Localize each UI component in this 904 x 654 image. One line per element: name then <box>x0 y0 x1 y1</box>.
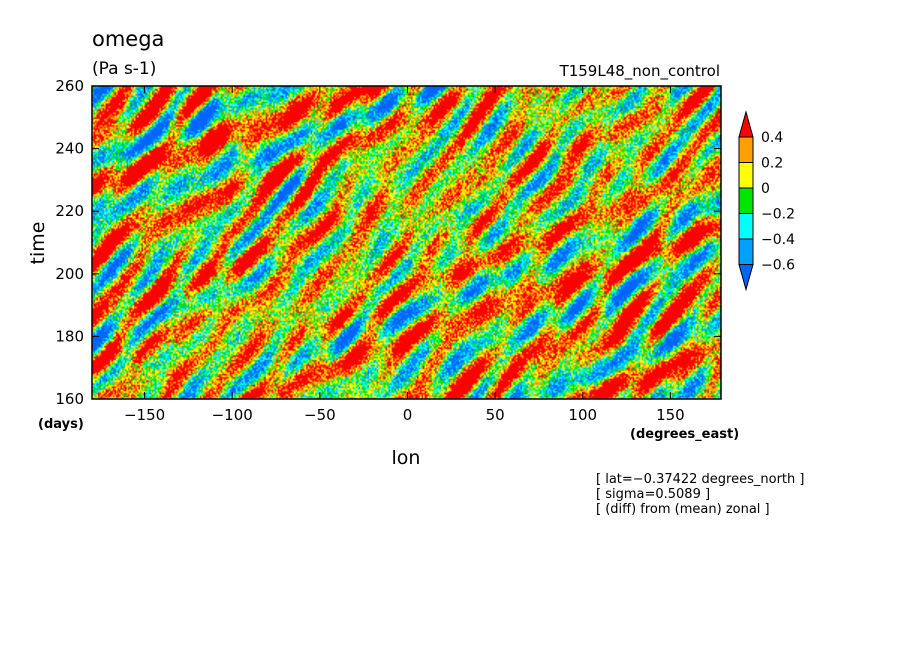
note-diff: [ (diff) from (mean) zonal ] <box>596 502 770 517</box>
colorbar: −0.6 −0.4 −0.2 0 0.2 0.4 <box>738 110 795 292</box>
colorbar-label: 0.4 <box>761 130 783 146</box>
y-axis: 160 180 200 220 240 260 <box>55 77 721 408</box>
colorbar-label: −0.6 <box>761 258 795 274</box>
y-tick-label: 200 <box>55 265 84 283</box>
y-axis-label: time <box>27 222 49 265</box>
plot-area <box>91 85 722 400</box>
chart-units: (Pa s-1) <box>92 59 156 79</box>
y-tick-label: 260 <box>55 77 84 95</box>
x-axis: −150 −100 −50 0 50 100 150 <box>124 86 685 424</box>
y-tick-label: 160 <box>55 390 84 408</box>
colorbar-max-extension <box>738 110 754 138</box>
x-tick-label: 0 <box>403 406 413 424</box>
x-axis-label: lon <box>392 447 421 469</box>
x-tick-label: 50 <box>486 406 505 424</box>
y-tick-label: 240 <box>55 140 84 158</box>
x-tick-label: −100 <box>212 406 253 424</box>
note-latitude: [ lat=−0.37422 degrees_north ] <box>596 472 804 487</box>
colorbar-label: 0 <box>761 181 770 197</box>
y-tick-label: 220 <box>55 202 84 220</box>
x-tick-label: 150 <box>656 406 685 424</box>
colorbar-bin <box>739 239 753 265</box>
colorbar-bin <box>739 137 753 163</box>
colorbar-bin <box>739 162 753 188</box>
colorbar-label: −0.4 <box>761 232 795 248</box>
x-tick-label: −150 <box>124 406 165 424</box>
annotation-notes: [ lat=−0.37422 degrees_north ] [ sigma=0… <box>596 472 804 517</box>
run-label: T159L48_non_control <box>559 62 720 81</box>
y-tick-label: 180 <box>55 327 84 345</box>
x-tick-label: −50 <box>304 406 336 424</box>
colorbar-bin <box>739 213 753 239</box>
note-sigma: [ sigma=0.5089 ] <box>596 487 710 502</box>
colorbar-bin <box>739 188 753 214</box>
colorbar-min-extension <box>738 264 754 292</box>
colorbar-label: −0.2 <box>761 207 795 223</box>
x-axis-units: (degrees_east) <box>630 427 739 442</box>
plot-frame <box>91 85 722 400</box>
colorbar-label: 0.2 <box>761 156 783 172</box>
y-axis-units: (days) <box>38 417 84 432</box>
chart-title: omega <box>92 27 164 51</box>
heatmap-field <box>92 86 721 399</box>
x-tick-label: 100 <box>568 406 597 424</box>
